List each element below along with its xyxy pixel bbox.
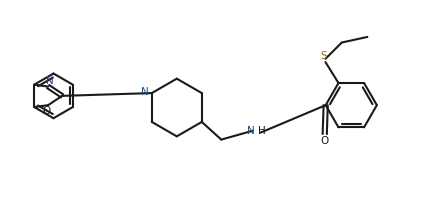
Text: H: H: [258, 126, 266, 136]
Text: N: N: [141, 87, 149, 97]
Text: N: N: [247, 126, 255, 136]
Text: S: S: [320, 52, 327, 61]
Text: N: N: [46, 77, 53, 86]
Text: O: O: [42, 106, 50, 116]
Text: O: O: [320, 135, 329, 146]
